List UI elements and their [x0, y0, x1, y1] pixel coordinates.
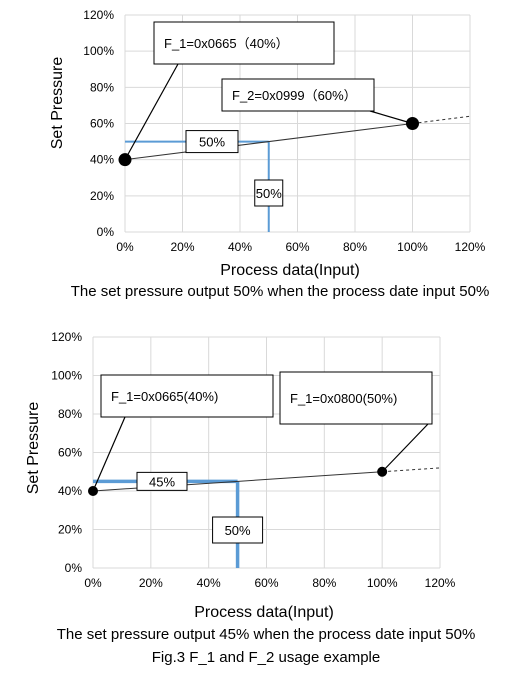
chart-2-x-tick-label: 100%	[367, 576, 398, 590]
chart-2-x-tick-label: 40%	[197, 576, 221, 590]
chart-1-y-tick-label: 20%	[90, 189, 114, 203]
chart-1-x-tick-label: 120%	[455, 240, 486, 254]
chart-2-y-value-box	[136, 471, 188, 491]
chart-2-callout-label: F_1=0x0665(40%)	[111, 389, 218, 404]
chart-1-callout-leader	[124, 63, 179, 160]
chart-2-x-value-box	[212, 516, 264, 544]
chart-1-x-tick-label: 60%	[285, 240, 309, 254]
chart-1-series-line-solid	[124, 123, 413, 161]
chart-2-x-tick-label: 20%	[139, 576, 163, 590]
chart-2-y-tick-label: 60%	[58, 446, 82, 460]
chart-2-y-tick-label: 20%	[58, 523, 82, 537]
chart-2-y-tick-label: 120%	[51, 330, 82, 344]
chart-1-y-tick-label: 120%	[83, 8, 114, 22]
chart-2-y-tick-label: 40%	[58, 484, 82, 498]
chart-1-callout-label: F_2=0x0999（60%）	[232, 88, 357, 103]
chart-1-x-tick-label: 40%	[228, 240, 252, 254]
chart-1-x-tick-label: 0%	[116, 240, 134, 254]
chart-2-series-line-dashed	[382, 467, 441, 473]
chart-2-x-tick-label: 60%	[254, 576, 278, 590]
chart-2-callout-box	[279, 371, 433, 425]
chart-2-y-axis-label: Set Pressure	[25, 402, 42, 495]
chart-2-y-tick-label: 80%	[58, 407, 82, 421]
chart-1-x-value-label: 50%	[256, 186, 282, 201]
chart-1-x-value-box	[254, 179, 284, 207]
chart-2-y-value-label: 45%	[149, 474, 175, 489]
chart-1-y-value-label: 50%	[199, 135, 225, 150]
chart-1-series-line-dashed	[412, 115, 471, 124]
chart-2-x-tick-label: 120%	[425, 576, 456, 590]
chart-1-x-tick-label: 80%	[343, 240, 367, 254]
chart-2-x-value-label: 50%	[225, 523, 251, 538]
chart-1-x-tick-label: 20%	[170, 240, 194, 254]
chart-1-caption: The set pressure output 50% when the pro…	[70, 283, 490, 300]
chart-2-caption: The set pressure output 45% when the pro…	[56, 626, 476, 643]
chart-2-x-tick-label: 0%	[84, 576, 102, 590]
chart-2-y-tick-label: 0%	[65, 561, 83, 575]
chart-2-data-point	[88, 486, 98, 496]
chart-1-y-tick-label: 60%	[90, 117, 114, 131]
chart-1-callout-leader	[369, 110, 413, 125]
chart-1-y-tick-label: 0%	[97, 225, 115, 239]
chart-2-x-tick-label: 80%	[312, 576, 336, 590]
chart-1-y-tick-label: 100%	[83, 44, 114, 58]
figure-title: Fig.3 F_1 and F_2 usage example	[151, 649, 381, 666]
chart-1-x-tick-label: 100%	[397, 240, 428, 254]
chart-1-data-point	[118, 153, 132, 167]
chart-1-callout-box	[221, 78, 375, 112]
chart-2-data-point	[377, 466, 388, 477]
chart-2-callout-box	[100, 374, 274, 418]
chart-2-y-tick-label: 100%	[51, 369, 82, 383]
chart-2-callout-label: F_1=0x0800(50%)	[290, 391, 397, 406]
chart-1-callout-label: F_1=0x0665（40%）	[164, 36, 289, 51]
chart-2-callout-leader	[92, 416, 126, 492]
chart-1-y-tick-label: 80%	[90, 80, 114, 94]
chart-1-y-value-box	[185, 130, 239, 154]
chart-1-y-axis-label: Set Pressure	[49, 57, 66, 150]
chart-1-x-axis-label: Process data(Input)	[220, 262, 360, 279]
chart-2-callout-leader	[381, 423, 429, 473]
chart-1-y-tick-label: 40%	[90, 153, 114, 167]
chart-1-callout-box	[153, 21, 335, 65]
chart-2-x-axis-label: Process data(Input)	[194, 604, 334, 621]
chart-1-data-point	[406, 117, 419, 130]
